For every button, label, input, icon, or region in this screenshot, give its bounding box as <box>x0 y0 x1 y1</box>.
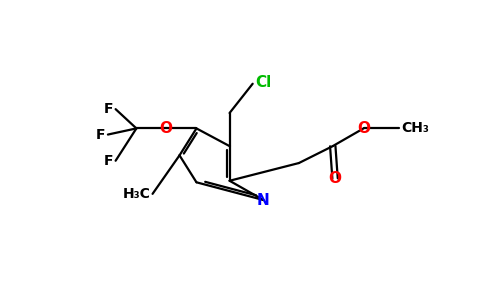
Text: N: N <box>257 193 270 208</box>
Text: CH₃: CH₃ <box>401 122 429 135</box>
Text: H₃C: H₃C <box>122 187 150 201</box>
Text: O: O <box>159 121 172 136</box>
Text: F: F <box>104 154 113 168</box>
Text: F: F <box>104 102 113 116</box>
Text: F: F <box>96 128 106 142</box>
Text: Cl: Cl <box>255 76 271 91</box>
Text: O: O <box>357 121 370 136</box>
Text: O: O <box>329 171 342 186</box>
